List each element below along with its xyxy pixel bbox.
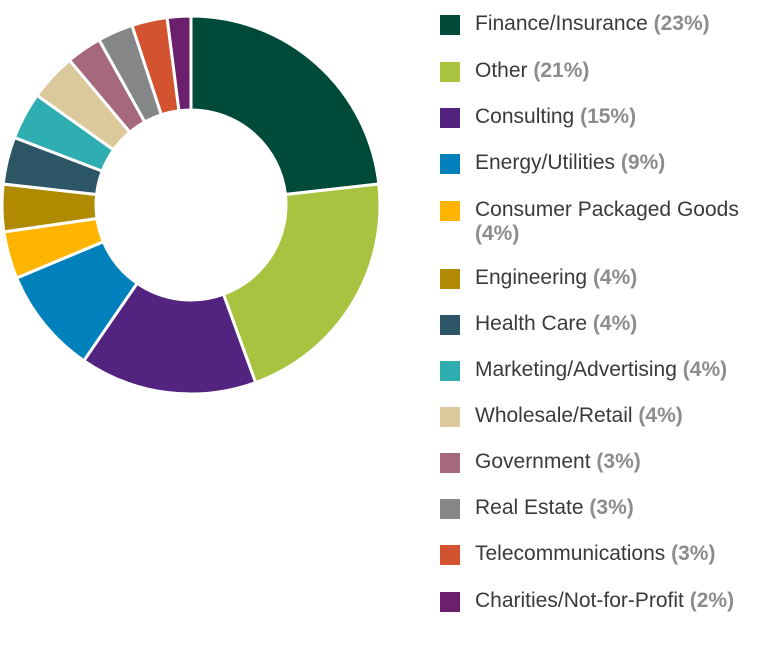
legend-percent: (4%) — [682, 358, 728, 381]
legend-percent: (4%) — [592, 266, 638, 289]
legend-swatch — [440, 15, 460, 35]
legend-percent: (23%) — [653, 12, 710, 35]
legend-swatch — [440, 315, 460, 335]
legend-category: Telecommunications — [475, 542, 666, 565]
legend-swatch — [440, 453, 460, 473]
legend-percent: (21%) — [533, 59, 590, 82]
legend-category: Health Care — [475, 312, 588, 335]
legend-percent: (4%) — [592, 312, 638, 335]
donut-slice-finance-insurance — [189, 14, 381, 197]
legend-percent: (4%) — [638, 404, 683, 427]
legend-percent: (4%) — [475, 222, 520, 245]
legend-item-finance-insurance: Finance/Insurance (23%) — [440, 12, 770, 36]
legend-percent: (3%) — [671, 542, 716, 565]
legend-label: Marketing/Advertising (4%) — [475, 358, 727, 382]
legend-swatch — [440, 154, 460, 174]
donut-chart — [0, 14, 382, 396]
legend-label: Telecommunications (3%) — [475, 542, 715, 566]
legend-swatch — [440, 592, 460, 612]
legend-category: Consulting — [475, 105, 575, 128]
legend-label: Energy/Utilities (9%) — [475, 151, 665, 175]
legend-label: Other (21%) — [475, 59, 589, 83]
donut-slice-charities-not-for-profit — [165, 14, 193, 113]
legend-category: Other — [475, 59, 528, 82]
legend-category: Government — [475, 450, 591, 473]
legend-label: Consumer Packaged Goods (4%) — [475, 198, 770, 246]
legend-label: Real Estate (3%) — [475, 496, 634, 520]
legend-category: Real Estate — [475, 496, 584, 519]
legend-swatch — [440, 407, 460, 427]
legend-swatch — [440, 499, 460, 519]
legend-swatch — [440, 269, 460, 289]
legend-item-energy-utilities: Energy/Utilities (9%) — [440, 151, 770, 175]
legend-percent: (9%) — [620, 151, 666, 174]
legend-item-marketing-advertising: Marketing/Advertising (4%) — [440, 358, 770, 382]
legend-item-consulting: Consulting (15%) — [440, 105, 770, 129]
legend-label: Engineering (4%) — [475, 266, 637, 290]
legend-category: Engineering — [475, 266, 588, 289]
legend-item-consumer-packaged-goods: Consumer Packaged Goods (4%) — [440, 198, 770, 246]
legend-label: Health Care (4%) — [475, 312, 637, 336]
legend-category: Finance/Insurance — [475, 12, 648, 35]
donut-slice-other — [221, 182, 382, 385]
legend-item-telecommunications: Telecommunications (3%) — [440, 542, 770, 566]
legend-swatch — [440, 361, 460, 381]
legend-category: Wholesale/Retail — [475, 404, 633, 427]
legend-swatch — [440, 201, 460, 221]
legend-percent: (2%) — [689, 589, 735, 612]
legend-category: Charities/Not-for-Profit — [475, 589, 684, 612]
legend-swatch — [440, 62, 460, 82]
legend-label: Charities/Not-for-Profit (2%) — [475, 589, 734, 613]
legend-item-charities-not-for-profit: Charities/Not-for-Profit (2%) — [440, 589, 770, 613]
legend-swatch — [440, 545, 460, 565]
legend-label: Government (3%) — [475, 450, 641, 474]
legend-item-real-estate: Real Estate (3%) — [440, 496, 770, 520]
legend-label: Wholesale/Retail (4%) — [475, 404, 683, 428]
legend-percent: (15%) — [580, 105, 637, 128]
legend-category: Marketing/Advertising — [475, 358, 677, 381]
legend-item-health-care: Health Care (4%) — [440, 312, 770, 336]
legend-swatch — [440, 108, 460, 128]
legend-category: Consumer Packaged Goods — [475, 198, 739, 221]
legend-item-other: Other (21%) — [440, 59, 770, 83]
legend-label: Finance/Insurance (23%) — [475, 12, 710, 36]
legend-label: Consulting (15%) — [475, 105, 636, 129]
legend-item-engineering: Engineering (4%) — [440, 266, 770, 290]
legend-percent: (3%) — [589, 496, 634, 519]
legend-category: Energy/Utilities — [475, 151, 616, 174]
legend-item-government: Government (3%) — [440, 450, 770, 474]
legend-item-wholesale-retail: Wholesale/Retail (4%) — [440, 404, 770, 428]
legend-percent: (3%) — [596, 450, 641, 473]
